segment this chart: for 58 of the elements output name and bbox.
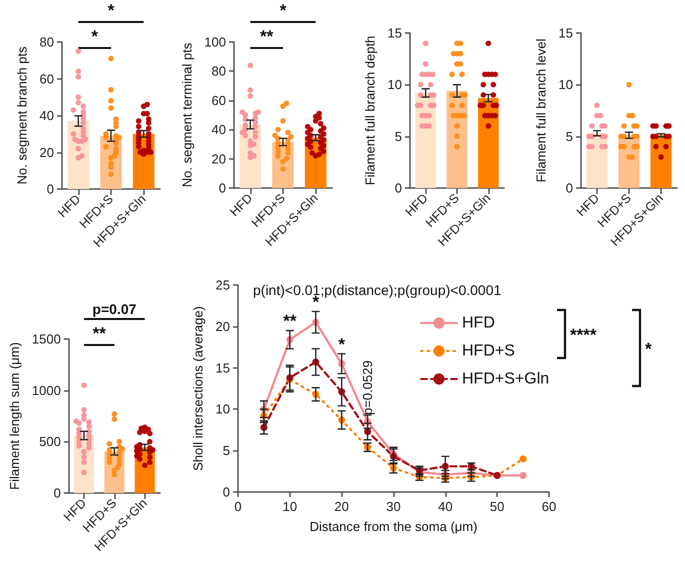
y-tick-label: 0 xyxy=(46,182,54,196)
y-tick-label: 80 xyxy=(40,34,54,50)
y-axis-title: No. segment branch pts xyxy=(14,46,30,185)
x-tick-label: 10 xyxy=(282,499,298,514)
y-tick-label: 0 xyxy=(222,484,230,500)
x-tick-label: 20 xyxy=(334,499,349,514)
annotation: * xyxy=(91,27,98,46)
y-tick-label: 0 xyxy=(54,486,61,500)
y-axis-title: Filament full branch level xyxy=(534,38,549,182)
annotation: ** xyxy=(283,312,297,331)
text: * xyxy=(108,1,115,20)
y-tick-label: 10 xyxy=(216,402,230,417)
x-tick-label: 30 xyxy=(386,499,401,514)
y-axis-title: Filament length sum (μm) xyxy=(7,342,22,490)
y-tick-label: 40 xyxy=(40,108,54,123)
y-tick-label: 0 xyxy=(218,180,226,196)
y-tick-label: 0 xyxy=(394,180,402,196)
y-tick-label: 0 xyxy=(566,180,573,196)
y-tick-label: 20 xyxy=(40,144,54,160)
annotation: p(int)<0.01;p(distance);p(group)<0.0001 xyxy=(253,282,502,298)
y-tick-label: 60 xyxy=(212,92,226,108)
annotation: * xyxy=(338,334,346,354)
y-tick-label: 60 xyxy=(40,71,54,86)
y-tick-label: 5 xyxy=(394,128,402,144)
y-axis-title: No. segment terminal pts xyxy=(179,42,194,188)
y-tick-label: 15 xyxy=(216,360,230,376)
x-tick-label: 0 xyxy=(234,499,242,514)
y-tick-label: 25 xyxy=(216,278,230,292)
text: * xyxy=(280,1,287,20)
y-tick-label: 20 xyxy=(216,318,230,334)
y-axis-title: Sholl intersections (average) xyxy=(190,306,206,471)
x-axis-title: Distance from the soma (μm) xyxy=(310,519,478,534)
annotation: ** xyxy=(260,27,274,46)
x-tick-label: 60 xyxy=(542,499,556,514)
y-tick-label: 80 xyxy=(212,64,226,79)
y-tick-label: 10 xyxy=(558,77,573,92)
y-tick-label: 100 xyxy=(204,34,226,50)
y-tick-label: 1500 xyxy=(32,332,61,346)
y-tick-label: 20 xyxy=(212,151,226,166)
annotation: ** xyxy=(92,324,106,343)
y-tick-label: 500 xyxy=(39,434,61,450)
legend-label: HFD xyxy=(462,314,495,332)
annotation: p=0.0529 xyxy=(360,360,376,415)
x-tick-label: 50 xyxy=(490,499,504,514)
y-axis-title: Filament full branch depth xyxy=(362,36,378,186)
y-tick-label: 1000 xyxy=(32,382,61,398)
legend-label: HFD+S xyxy=(462,342,515,360)
y-tick-label: 10 xyxy=(388,77,402,92)
y-tick-label: 15 xyxy=(388,26,402,40)
x-tick-label: 40 xyxy=(438,499,453,514)
y-tick-label: 5 xyxy=(566,128,573,144)
y-tick-label: 5 xyxy=(222,443,230,458)
y-tick-label: 15 xyxy=(558,26,573,40)
y-tick-label: 40 xyxy=(212,122,226,138)
legend-label: HFD+S+Gln xyxy=(462,370,550,388)
text: **** xyxy=(570,326,597,344)
text: * xyxy=(645,340,652,358)
text: p=0.07 xyxy=(92,301,137,317)
